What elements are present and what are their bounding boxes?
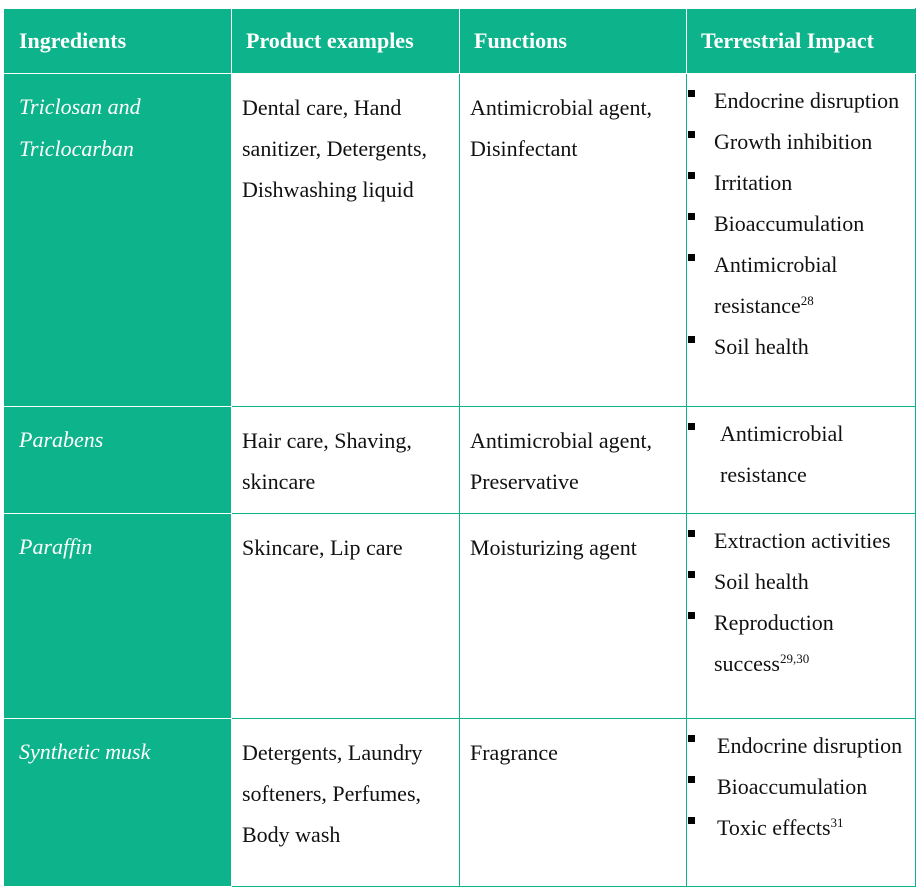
impact-list: Extraction activities Soil health Reprod… (687, 520, 909, 684)
square-bullet-icon (688, 423, 695, 430)
header-row: Ingredients Product examples Functions T… (4, 8, 916, 74)
ingredient-cell: Synthetic musk (4, 718, 232, 887)
products-cell: Hair care, Shaving, skincare (231, 406, 460, 514)
ingredient-cell: Paraffin (4, 513, 232, 719)
impact-item: Endocrine disruption (687, 725, 909, 766)
impact-item: Antimicrobial resistance (687, 413, 909, 495)
impact-item: Toxic effects31 (687, 807, 909, 848)
functions-cell: Fragrance (459, 718, 687, 887)
reference-superscript: 28 (800, 293, 814, 308)
impact-list: Antimicrobial resistance (687, 413, 909, 495)
square-bullet-icon (688, 131, 695, 138)
reference-superscript: 29,30 (779, 651, 810, 666)
impact-item: Soil health (687, 326, 909, 367)
header-functions: Functions (459, 8, 687, 74)
table-row: Triclosan and Triclocarban Dental care, … (4, 73, 916, 407)
impact-list: Endocrine disruption Bioaccumulation Tox… (687, 725, 909, 848)
ingredient-cell: Parabens (4, 406, 232, 514)
products-cell: Skincare, Lip care (231, 513, 460, 719)
table-row: Parabens Hair care, Shaving, skincare An… (4, 406, 916, 514)
impact-item: Soil health (687, 561, 909, 602)
square-bullet-icon (688, 571, 695, 578)
square-bullet-icon (688, 336, 695, 343)
impact-item: Endocrine disruption (687, 80, 909, 121)
products-cell: Dental care, Hand sanitizer, Detergents,… (231, 73, 460, 407)
impact-cell: Endocrine disruption Bioaccumulation Tox… (686, 718, 916, 887)
square-bullet-icon (688, 172, 695, 179)
impact-list: Endocrine disruption Growth inhibition I… (687, 80, 909, 367)
products-cell: Detergents, Laundry softeners, Perfumes,… (231, 718, 460, 887)
square-bullet-icon (688, 90, 695, 97)
square-bullet-icon (688, 213, 695, 220)
ingredients-table: Ingredients Product examples Functions T… (4, 8, 916, 887)
square-bullet-icon (688, 254, 695, 261)
square-bullet-icon (688, 530, 695, 537)
impact-cell: Endocrine disruption Growth inhibition I… (686, 73, 916, 407)
square-bullet-icon (688, 776, 695, 783)
square-bullet-icon (688, 817, 695, 824)
square-bullet-icon (688, 735, 695, 742)
square-bullet-icon (688, 612, 695, 619)
impact-item: Antimicrobial resistance28 (687, 244, 909, 326)
impact-item: Extraction activities (687, 520, 909, 561)
impact-item: Bioaccumulation (687, 203, 909, 244)
header-terrestrial-impact: Terrestrial Impact (686, 8, 916, 74)
table-row: Synthetic musk Detergents, Laundry softe… (4, 718, 916, 887)
ingredient-cell: Triclosan and Triclocarban (4, 73, 232, 407)
impact-item: Reproduction success29,30 (687, 602, 909, 684)
functions-cell: Antimicrobial agent, Preservative (459, 406, 687, 514)
table-row: Paraffin Skincare, Lip care Moisturizing… (4, 513, 916, 719)
functions-cell: Antimicrobial agent, Disinfectant (459, 73, 687, 407)
impact-item: Bioaccumulation (687, 766, 909, 807)
impact-cell: Extraction activities Soil health Reprod… (686, 513, 916, 719)
header-product-examples: Product examples (231, 8, 460, 74)
impact-cell: Antimicrobial resistance (686, 406, 916, 514)
impact-item: Irritation (687, 162, 909, 203)
header-ingredients: Ingredients (4, 8, 232, 74)
impact-item: Growth inhibition (687, 121, 909, 162)
functions-cell: Moisturizing agent (459, 513, 687, 719)
reference-superscript: 31 (830, 815, 844, 830)
